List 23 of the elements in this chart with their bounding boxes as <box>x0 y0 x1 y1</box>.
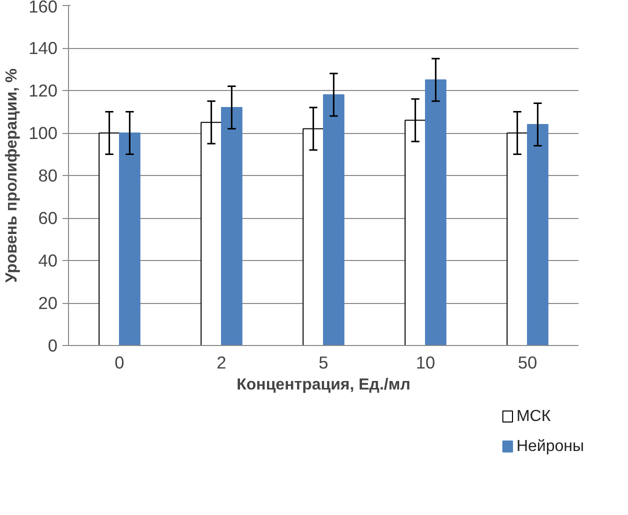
y-tick-label: 160 <box>28 0 58 16</box>
y-tick-label: 80 <box>38 166 58 186</box>
y-tick-label: 140 <box>28 38 58 58</box>
x-tick-label: 10 <box>416 352 436 372</box>
y-axis-title: Уровень пролиферации, % <box>4 68 21 283</box>
y-tick-label: 40 <box>38 250 58 270</box>
x-axis-title: Концентрация, Ед./мл <box>236 376 410 394</box>
y-tick-label: 100 <box>28 123 58 143</box>
y-tick-label: 0 <box>48 336 58 356</box>
bar <box>221 107 242 346</box>
y-tick-label: 20 <box>38 293 58 313</box>
bar <box>527 124 548 346</box>
bar <box>425 79 446 346</box>
x-tick-label: 50 <box>518 352 538 372</box>
x-tick-label: 0 <box>114 352 124 372</box>
x-tick-label: 5 <box>318 352 328 372</box>
bar <box>323 94 344 346</box>
y-tick-label: 120 <box>28 80 58 100</box>
legend-label: Нейроны <box>516 438 584 455</box>
bar <box>119 132 140 346</box>
legend-label: МСК <box>516 408 552 425</box>
y-tick-label: 60 <box>38 208 58 228</box>
x-tick-label: 2 <box>216 352 226 372</box>
